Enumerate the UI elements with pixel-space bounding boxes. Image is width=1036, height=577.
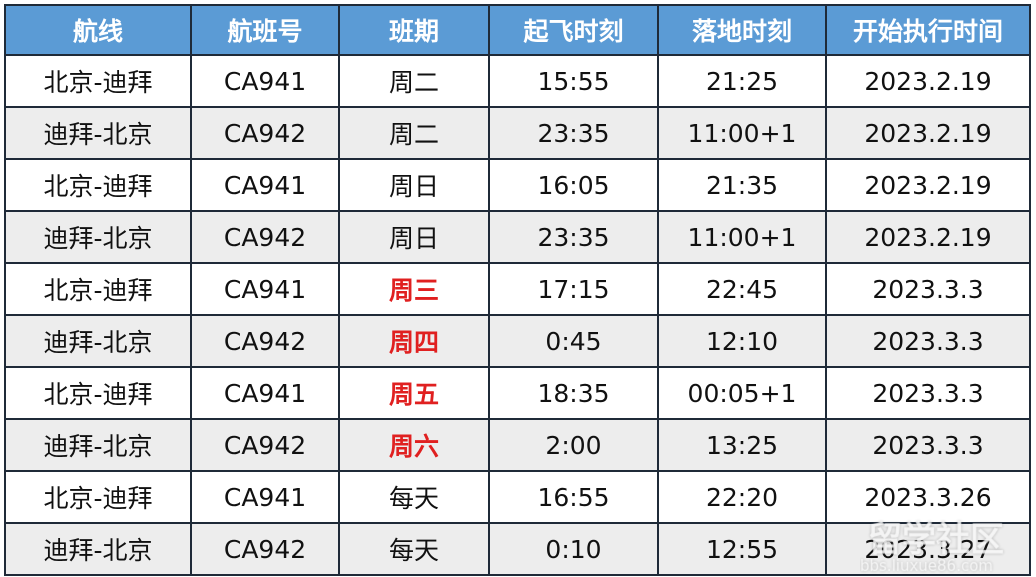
route-cell: 北京-迪拜 [4, 470, 192, 524]
days-cell: 周三 [338, 262, 490, 316]
route-cell: 北京-迪拜 [4, 54, 192, 108]
route-cell: 北京-迪拜 [4, 262, 192, 316]
start-date-cell: 2023.3.3 [825, 366, 1031, 420]
route-cell: 迪拜-北京 [4, 106, 192, 160]
departure-cell: 17:15 [488, 262, 659, 316]
table-row: 北京-迪拜 CA941 周三 17:15 22:45 2023.3.3 [4, 262, 1031, 316]
days-cell: 周六 [338, 418, 490, 472]
start-date-cell: 2023.3.3 [825, 418, 1031, 472]
header-days: 班期 [338, 4, 490, 56]
arrival-cell: 21:25 [657, 54, 827, 108]
flight-cell: CA941 [190, 470, 340, 524]
departure-cell: 23:35 [488, 106, 659, 160]
header-arrival: 落地时刻 [657, 4, 827, 56]
days-cell: 周日 [338, 210, 490, 264]
route-cell: 北京-迪拜 [4, 366, 192, 420]
flight-cell: CA941 [190, 262, 340, 316]
start-date-cell: 2023.3.27 [825, 522, 1031, 576]
departure-cell: 0:45 [488, 314, 659, 368]
table-row: 北京-迪拜 CA941 每天 16:55 22:20 2023.3.26 [4, 470, 1031, 524]
departure-cell: 18:35 [488, 366, 659, 420]
table-row: 北京-迪拜 CA941 周日 16:05 21:35 2023.2.19 [4, 158, 1031, 212]
flight-cell: CA941 [190, 366, 340, 420]
arrival-cell: 11:00+1 [657, 210, 827, 264]
arrival-cell: 12:55 [657, 522, 827, 576]
days-cell: 周日 [338, 158, 490, 212]
start-date-cell: 2023.3.3 [825, 262, 1031, 316]
days-cell: 每天 [338, 470, 490, 524]
flight-cell: CA942 [190, 210, 340, 264]
header-start-date: 开始执行时间 [825, 4, 1031, 56]
arrival-cell: 11:00+1 [657, 106, 827, 160]
days-cell: 周四 [338, 314, 490, 368]
header-flight: 航班号 [190, 4, 340, 56]
table-row: 迪拜-北京 CA942 周日 23:35 11:00+1 2023.2.19 [4, 210, 1031, 264]
days-cell: 周二 [338, 106, 490, 160]
route-cell: 迪拜-北京 [4, 522, 192, 576]
arrival-cell: 21:35 [657, 158, 827, 212]
arrival-cell: 00:05+1 [657, 366, 827, 420]
start-date-cell: 2023.2.19 [825, 158, 1031, 212]
days-cell: 周二 [338, 54, 490, 108]
flight-schedule-table: 航线 航班号 班期 起飞时刻 落地时刻 开始执行时间 北京-迪拜 CA941 周二 1… [4, 4, 1031, 576]
header-departure: 起飞时刻 [488, 4, 659, 56]
start-date-cell: 2023.3.3 [825, 314, 1031, 368]
table-row: 迪拜-北京 CA942 周四 0:45 12:10 2023.3.3 [4, 314, 1031, 368]
departure-cell: 15:55 [488, 54, 659, 108]
arrival-cell: 22:20 [657, 470, 827, 524]
flight-cell: CA942 [190, 106, 340, 160]
table-row: 北京-迪拜 CA941 周五 18:35 00:05+1 2023.3.3 [4, 366, 1031, 420]
header-row: 航线 航班号 班期 起飞时刻 落地时刻 开始执行时间 [4, 4, 1031, 56]
table-row: 迪拜-北京 CA942 周六 2:00 13:25 2023.3.3 [4, 418, 1031, 472]
route-cell: 迪拜-北京 [4, 314, 192, 368]
start-date-cell: 2023.3.26 [825, 470, 1031, 524]
route-cell: 迪拜-北京 [4, 418, 192, 472]
arrival-cell: 13:25 [657, 418, 827, 472]
start-date-cell: 2023.2.19 [825, 54, 1031, 108]
header-route: 航线 [4, 4, 192, 56]
start-date-cell: 2023.2.19 [825, 106, 1031, 160]
flight-cell: CA941 [190, 158, 340, 212]
days-cell: 每天 [338, 522, 490, 576]
flight-cell: CA941 [190, 54, 340, 108]
flight-cell: CA942 [190, 314, 340, 368]
route-cell: 北京-迪拜 [4, 158, 192, 212]
table-row: 北京-迪拜 CA941 周二 15:55 21:25 2023.2.19 [4, 54, 1031, 108]
arrival-cell: 22:45 [657, 262, 827, 316]
start-date-cell: 2023.2.19 [825, 210, 1031, 264]
departure-cell: 0:10 [488, 522, 659, 576]
departure-cell: 2:00 [488, 418, 659, 472]
table-row: 迪拜-北京 CA942 每天 0:10 12:55 2023.3.27 [4, 522, 1031, 576]
route-cell: 迪拜-北京 [4, 210, 192, 264]
departure-cell: 23:35 [488, 210, 659, 264]
departure-cell: 16:05 [488, 158, 659, 212]
table-row: 迪拜-北京 CA942 周二 23:35 11:00+1 2023.2.19 [4, 106, 1031, 160]
arrival-cell: 12:10 [657, 314, 827, 368]
flight-cell: CA942 [190, 522, 340, 576]
departure-cell: 16:55 [488, 470, 659, 524]
flight-cell: CA942 [190, 418, 340, 472]
days-cell: 周五 [338, 366, 490, 420]
